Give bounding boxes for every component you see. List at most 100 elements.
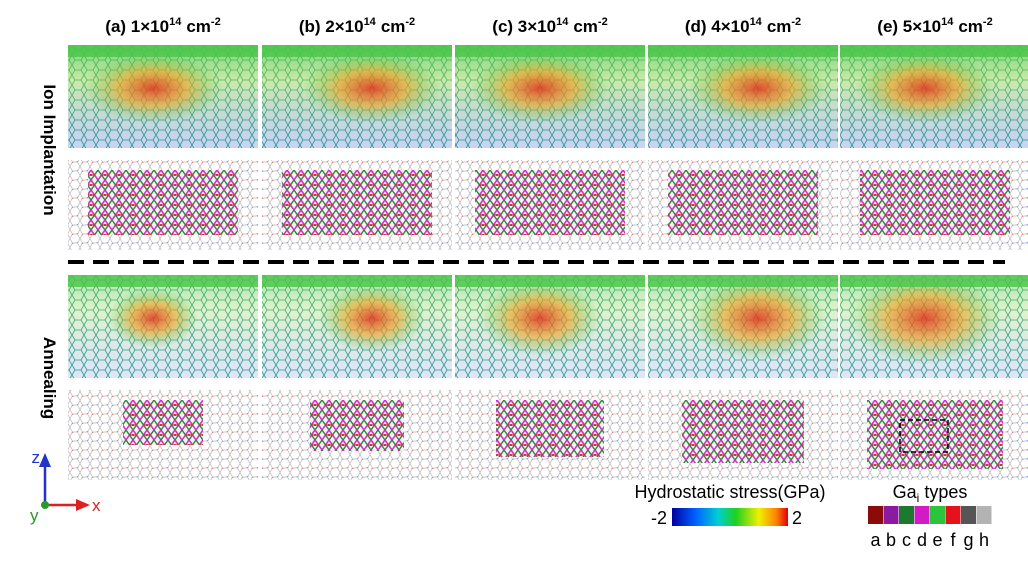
column-label: (d) 4×1014 cm-2	[685, 16, 801, 36]
gai-type-label: c	[902, 530, 911, 550]
surface-layer	[840, 275, 1028, 287]
surface-layer	[68, 45, 258, 57]
defect-region	[282, 170, 432, 235]
simulation-panel	[68, 160, 258, 250]
column-label: (e) 5×1014 cm-2	[877, 16, 992, 36]
defect-region	[475, 170, 625, 235]
simulation-panel	[262, 275, 452, 378]
simulation-panel	[262, 160, 452, 250]
stress-hotspot	[848, 272, 1002, 365]
colorbar-min: -2	[651, 508, 667, 528]
label-unit: cm	[573, 17, 598, 36]
defect-region	[668, 170, 818, 235]
gai-base: Ga	[893, 482, 918, 502]
gai-swatch	[945, 506, 961, 524]
surface-layer	[262, 275, 452, 287]
colorbar-gradient	[672, 508, 788, 526]
surface-layer	[68, 275, 258, 287]
simulation-panel	[840, 160, 1028, 250]
defect-region	[88, 170, 238, 235]
label-prefix: (c) 3×10	[492, 17, 556, 36]
label-prefix: (d) 4×10	[685, 17, 750, 36]
simulation-panel	[840, 390, 1028, 480]
row-label: Ion Implantation	[40, 84, 59, 215]
label-unit-exp: -2	[983, 16, 993, 28]
gai-suffix: types	[924, 482, 967, 502]
label-prefix: (a) 1×10	[105, 17, 169, 36]
gai-type-label: f	[950, 530, 956, 550]
label-unit: cm	[767, 17, 792, 36]
colorbar: Hydrostatic stress(GPa) -2 2	[634, 482, 825, 528]
label-unit-exp: -2	[405, 16, 415, 28]
label-prefix: (b) 2×10	[299, 17, 364, 36]
stress-hotspot	[319, 284, 425, 353]
colorbar-title: Hydrostatic stress(GPa)	[634, 482, 825, 502]
defect-region	[682, 400, 804, 463]
gai-swatch	[961, 506, 976, 524]
simulation-panel	[840, 45, 1028, 148]
surface-layer	[648, 275, 838, 287]
label-unit: cm	[958, 17, 983, 36]
gai-title: Gai types	[893, 482, 968, 505]
axis-x: x	[92, 496, 101, 515]
simulation-panel	[455, 275, 645, 378]
label-unit-exp: -2	[211, 16, 221, 28]
stress-hotspot	[688, 53, 828, 124]
simulation-panel	[455, 45, 645, 148]
stress-hotspot	[855, 53, 995, 124]
colorbar-max: 2	[792, 508, 802, 528]
label-unit-exp: -2	[598, 16, 608, 28]
column-label: (b) 2×1014 cm-2	[299, 16, 415, 36]
label-exp: 14	[941, 16, 954, 28]
gai-swatch	[976, 506, 992, 524]
defect-region	[123, 400, 203, 445]
stress-hotspot	[479, 280, 601, 357]
simulation-panel	[455, 390, 645, 480]
surface-layer	[262, 45, 452, 57]
label-exp: 14	[750, 16, 763, 28]
stress-hotspot	[83, 53, 223, 124]
stress-hotspot	[689, 276, 827, 361]
defect-region	[867, 400, 1003, 469]
gai-swatch	[914, 506, 930, 524]
label-prefix: (e) 5×10	[877, 17, 941, 36]
defect-region	[310, 400, 404, 451]
gai-type-label: e	[932, 530, 942, 550]
highlight-box	[899, 419, 949, 453]
label-unit: cm	[186, 17, 211, 36]
simulation-panel	[68, 45, 258, 148]
axis-y: y	[30, 506, 39, 525]
simulation-panel	[648, 275, 838, 378]
simulation-panel	[68, 390, 258, 480]
simulation-panel	[840, 272, 1028, 378]
gai-type-label: g	[963, 530, 973, 550]
column-label: (a) 1×1014 cm-2	[105, 16, 220, 36]
column-label: (c) 3×1014 cm-2	[492, 16, 607, 36]
label-exp: 14	[364, 16, 377, 28]
surface-layer	[648, 45, 838, 57]
stress-hotspot	[302, 53, 442, 124]
gai-type-label: h	[979, 530, 989, 550]
axis-triad: z x y	[30, 448, 101, 525]
gai-swatch	[899, 506, 914, 524]
panels	[68, 45, 1028, 480]
axis-z: z	[32, 448, 41, 467]
surface-layer	[455, 45, 645, 57]
simulation-panel	[455, 160, 645, 250]
gai-swatch	[883, 506, 899, 524]
simulation-panel	[68, 275, 258, 378]
surface-layer	[840, 45, 1028, 57]
row-label: Annealing	[40, 337, 59, 419]
label-unit: cm	[381, 17, 406, 36]
simulation-panel	[648, 160, 838, 250]
gai-swatch	[868, 506, 883, 524]
defect-region	[860, 170, 1010, 235]
gai-type-label: b	[886, 530, 896, 550]
stress-hotspot	[108, 288, 198, 349]
gai-type-label: d	[917, 530, 927, 550]
simulation-panel	[648, 390, 838, 480]
label-exp: 14	[169, 16, 182, 28]
gai-swatch	[930, 506, 945, 524]
